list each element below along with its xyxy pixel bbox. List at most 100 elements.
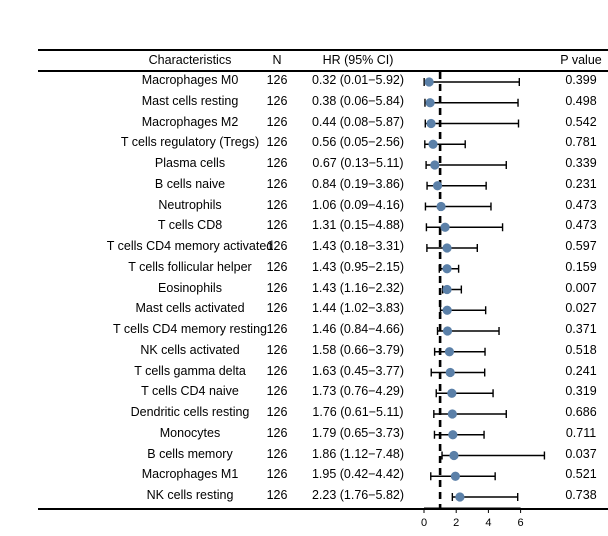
row-p-value: 0.339 <box>565 156 597 170</box>
hr-point <box>442 243 452 253</box>
row-p-value: 0.711 <box>565 425 597 440</box>
hr-point <box>440 222 450 232</box>
hr-point <box>445 367 455 378</box>
row-hr-ci: 1.44 (1.02−3.83) <box>311 301 405 316</box>
row-characteristic: T cells gamma delta <box>134 363 246 378</box>
row-n: 126 <box>266 488 288 502</box>
row-n: 126 <box>266 405 288 419</box>
header-hr: HR (95% CI) <box>322 53 394 67</box>
row-n: 126 <box>266 259 288 274</box>
row-p-value: 0.738 <box>565 488 597 502</box>
row-characteristic: T cells CD4 memory resting <box>113 322 267 336</box>
row-p-value: 0.319 <box>565 384 597 399</box>
row-n: 126 <box>266 301 288 316</box>
hr-point <box>426 118 436 129</box>
row-n: 126 <box>266 425 288 440</box>
row-hr-ci: 1.43 (0.18−3.31) <box>311 239 405 253</box>
hr-point <box>428 139 438 149</box>
x-tick-label: 6 <box>518 517 524 529</box>
row-hr-ci: 0.84 (0.19−3.86) <box>311 176 405 191</box>
x-tick-label: 4 <box>485 517 491 529</box>
row-hr-ci: 0.32 (0.01−5.92) <box>311 73 405 87</box>
row-characteristic: NK cells resting <box>146 488 234 502</box>
row-hr-ci: 0.44 (0.08−5.87) <box>311 114 405 129</box>
row-characteristic: B cells memory <box>147 446 233 461</box>
row-hr-ci: 1.58 (0.66−3.79) <box>311 342 405 357</box>
row-hr-ci: 1.43 (0.95−2.15) <box>311 259 405 274</box>
row-p-value: 0.473 <box>565 218 597 233</box>
row-p-value: 0.781 <box>565 135 597 150</box>
row-characteristic: T cells regulatory (Tregs) <box>120 135 260 150</box>
row-hr-ci: 1.76 (0.61−5.11) <box>312 405 404 419</box>
row-characteristic: Macrophages M1 <box>141 467 239 482</box>
row-n: 126 <box>266 280 288 295</box>
x-tick-label: 0 <box>421 517 427 529</box>
hr-point <box>449 450 459 461</box>
row-hr-ci: 1.63 (0.45−3.77) <box>311 363 405 378</box>
row-hr-ci: 2.23 (1.76−5.82) <box>311 488 405 502</box>
header-p-value: P value <box>560 53 602 67</box>
row-n: 126 <box>266 73 288 87</box>
hr-point <box>442 284 452 295</box>
row-n: 126 <box>266 384 288 399</box>
hr-point <box>442 305 452 315</box>
hr-point <box>442 326 453 336</box>
bottom-rule <box>38 508 608 510</box>
row-p-value: 0.521 <box>565 467 597 482</box>
row-p-value: 0.027 <box>565 301 597 316</box>
row-p-value: 0.473 <box>565 197 597 212</box>
row-hr-ci: 0.56 (0.05−2.56) <box>311 135 405 150</box>
row-p-value: 0.518 <box>565 342 597 357</box>
hr-point <box>455 492 465 502</box>
row-n: 126 <box>266 446 288 461</box>
row-characteristic: B cells naive <box>154 176 226 191</box>
row-p-value: 0.542 <box>565 114 597 129</box>
row-characteristic: T cells follicular helper <box>128 259 252 274</box>
row-characteristic: Macrophages M0 <box>141 73 239 87</box>
header-n: N <box>272 53 282 67</box>
row-n: 126 <box>266 197 288 212</box>
row-characteristic: T cells CD4 memory activated <box>106 239 274 253</box>
row-n: 126 <box>266 239 288 253</box>
row-p-value: 0.597 <box>565 239 597 253</box>
row-n: 126 <box>266 363 288 378</box>
top-rule <box>38 49 608 51</box>
hr-point <box>450 471 460 481</box>
row-characteristic: Mast cells resting <box>141 93 239 108</box>
row-hr-ci: 1.31 (0.15−4.88) <box>311 218 405 233</box>
hr-point <box>442 264 452 274</box>
row-hr-ci: 0.67 (0.13−5.11) <box>312 156 404 170</box>
row-characteristic: Monocytes <box>159 425 221 440</box>
header-characteristics: Characteristics <box>148 53 232 67</box>
hr-point <box>436 201 446 212</box>
row-n: 126 <box>266 114 288 129</box>
row-n: 126 <box>266 342 288 357</box>
hr-point <box>425 98 435 108</box>
row-p-value: 0.399 <box>565 73 597 87</box>
row-n: 126 <box>266 135 288 150</box>
row-n: 126 <box>266 218 288 233</box>
row-p-value: 0.371 <box>565 322 597 336</box>
row-n: 126 <box>266 467 288 482</box>
row-hr-ci: 1.79 (0.65−3.73) <box>311 425 405 440</box>
hr-point <box>424 77 434 87</box>
row-characteristic: Eosinophils <box>158 280 222 295</box>
row-characteristic: T cells CD8 <box>157 218 223 233</box>
row-hr-ci: 1.43 (1.16−2.32) <box>311 280 405 295</box>
row-p-value: 0.241 <box>565 363 597 378</box>
row-characteristic: NK cells activated <box>140 342 240 357</box>
x-tick-label: 2 <box>453 517 459 529</box>
hr-point <box>430 160 440 170</box>
row-hr-ci: 1.73 (0.76−4.29) <box>311 384 405 399</box>
row-n: 126 <box>266 93 288 108</box>
hr-point <box>448 430 458 440</box>
row-p-value: 0.686 <box>565 405 597 419</box>
row-n: 126 <box>266 156 288 170</box>
row-hr-ci: 1.46 (0.84−4.66) <box>311 322 405 336</box>
row-hr-ci: 0.38 (0.06−5.84) <box>311 93 405 108</box>
row-p-value: 0.037 <box>565 446 597 461</box>
header-rule <box>38 70 608 72</box>
row-characteristic: Macrophages M2 <box>141 114 239 129</box>
hr-point <box>447 409 457 419</box>
